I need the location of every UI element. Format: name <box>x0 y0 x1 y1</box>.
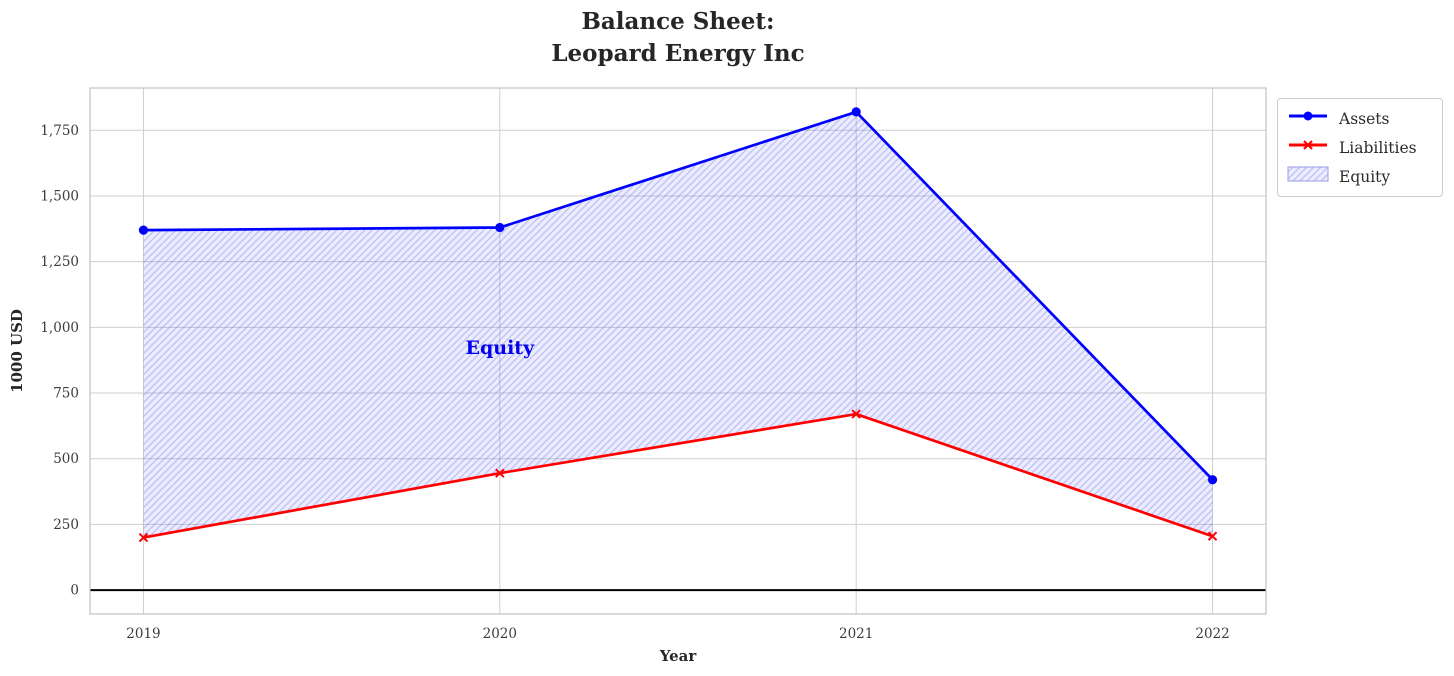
legend-item-liabilities: Liabilities <box>1287 137 1432 158</box>
y-tick-label: 1,250 <box>40 254 79 270</box>
liabilities-marker <box>138 532 149 543</box>
liabilities-marker <box>1207 531 1218 541</box>
x-tick-label: 2021 <box>839 626 873 642</box>
y-tick-label: 750 <box>53 386 79 402</box>
equity-fill-area <box>143 111 1213 538</box>
liabilities-marker <box>851 409 861 419</box>
chart-title-line1: Balance Sheet: <box>581 8 775 35</box>
liabilities-line-swatch <box>1287 137 1329 158</box>
y-axis-label: 1000 USD <box>8 309 26 393</box>
legend-item-assets: Assets <box>1287 108 1432 129</box>
assets-marker <box>1207 475 1218 485</box>
chart-title: Balance Sheet: Leopard Energy Inc <box>90 6 1266 70</box>
equity-hatch-swatch <box>1287 166 1329 187</box>
liabilities-marker <box>495 468 505 478</box>
assets-marker <box>851 107 861 117</box>
plot-frame <box>89 87 1267 615</box>
assets-line <box>142 110 1214 482</box>
legend-label-liabilities: Liabilities <box>1339 138 1417 157</box>
x-tick-label: 2020 <box>483 626 517 642</box>
x-axis-label: Year <box>659 647 697 665</box>
y-tick-label: 250 <box>53 517 79 533</box>
y-tick-label: 1,000 <box>40 320 79 336</box>
legend-label-equity: Equity <box>1339 167 1391 186</box>
y-tick-label: 0 <box>70 583 79 599</box>
y-tick-label: 1,750 <box>40 123 79 139</box>
x-tick-label: 2019 <box>126 626 160 642</box>
legend: Assets Liabilities Equity <box>1277 98 1443 197</box>
assets-marker <box>138 225 149 235</box>
x-tick-label: 2022 <box>1195 626 1229 642</box>
equity-annotation: Equity <box>465 337 535 360</box>
y-tick-label: 500 <box>53 451 79 467</box>
legend-item-equity: Equity <box>1287 166 1432 187</box>
assets-line-swatch <box>1287 108 1329 129</box>
liabilities-line <box>142 412 1214 539</box>
legend-label-assets: Assets <box>1339 109 1390 128</box>
assets-marker <box>495 222 505 233</box>
chart-title-line2: Leopard Energy Inc <box>551 40 805 67</box>
y-tick-label: 1,500 <box>40 188 79 204</box>
